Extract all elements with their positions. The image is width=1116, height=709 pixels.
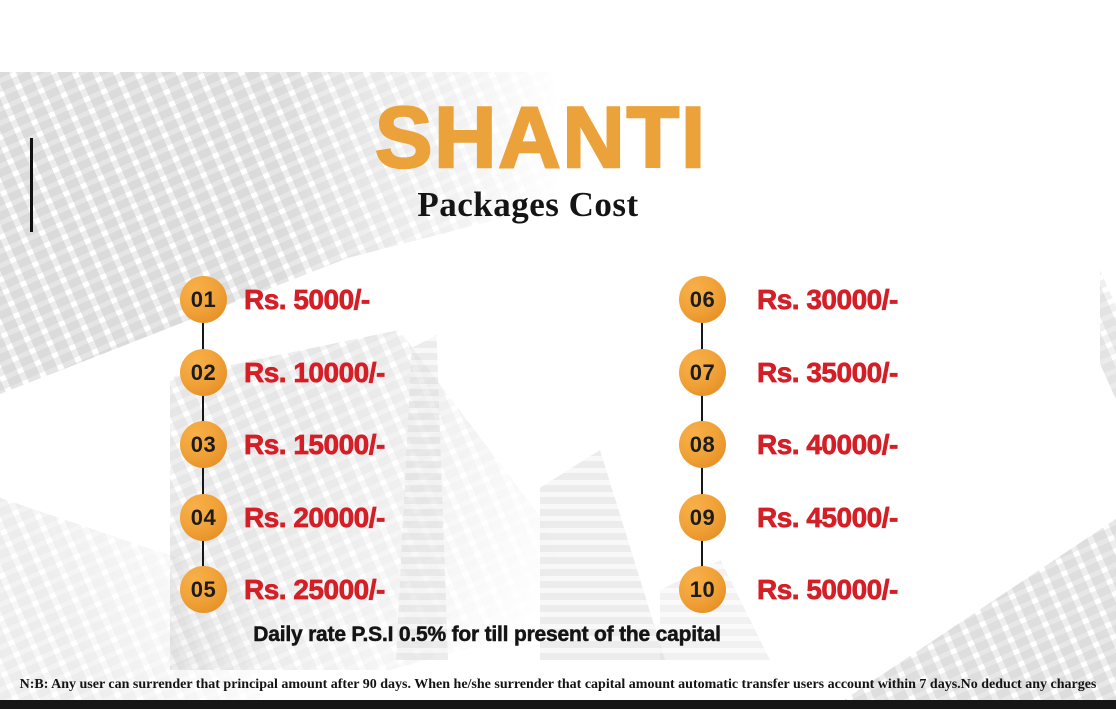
package-price: Rs. 5000/- [244,283,371,315]
package-number: 07 [689,359,716,385]
package-item: 04 Rs. 20000/- [180,494,386,569]
package-price: Rs. 45000/- [757,501,899,533]
package-price: Rs. 35000/- [757,356,899,388]
skyscraper-silhouette [396,335,448,660]
package-number: 03 [190,431,217,457]
package-number-badge: 09 [679,494,726,541]
package-item: 03 Rs. 15000/- [180,421,386,496]
daily-rate-note: Daily rate P.S.I 0.5% for till present o… [253,623,721,647]
package-price: Rs. 25000/- [244,573,386,605]
package-item: 07 Rs. 35000/- [679,349,899,424]
package-number: 04 [190,504,217,530]
package-number-badge: 10 [679,566,726,613]
connector-line [202,394,204,424]
building-facade-texture [1100,240,1116,430]
page-title: Packages Cost [417,185,639,224]
package-number-badge: 03 [180,421,227,468]
package-number-badge: 07 [679,349,726,396]
package-number-badge: 05 [180,566,227,613]
package-number: 08 [689,431,716,457]
package-item: 09 Rs. 45000/- [679,494,899,569]
connector-line [701,394,703,424]
package-number: 02 [190,359,217,385]
package-item: 05 Rs. 25000/- [180,566,386,613]
connector-line [202,539,204,569]
package-number: 10 [689,576,716,602]
package-number-badge: 06 [679,276,726,323]
package-item: 02 Rs. 10000/- [180,349,386,424]
package-price: Rs. 30000/- [757,283,899,315]
connector-line [202,321,204,351]
footer-disclaimer-note: N:B: Any user can surrender that princip… [19,677,1097,692]
package-item: 10 Rs. 50000/- [679,566,899,613]
package-price: Rs. 10000/- [244,356,386,388]
package-item: 08 Rs. 40000/- [679,421,899,496]
brand-title: SHANTI [374,90,708,186]
package-number-badge: 04 [180,494,227,541]
package-number-badge: 08 [679,421,726,468]
package-number: 05 [190,576,217,602]
package-number-badge: 01 [180,276,227,323]
connector-line [701,321,703,351]
package-number: 01 [190,286,217,312]
connector-line [701,466,703,496]
vertical-accent-line [30,138,33,232]
package-price: Rs. 40000/- [757,428,899,460]
package-number: 06 [689,286,716,312]
package-number-badge: 02 [180,349,227,396]
package-price: Rs. 15000/- [244,428,386,460]
package-price: Rs. 50000/- [757,573,899,605]
package-item: 01 Rs. 5000/- [180,276,371,351]
bottom-bar [0,700,1116,709]
connector-line [202,466,204,496]
package-price: Rs. 20000/- [244,501,386,533]
package-number: 09 [689,504,716,530]
package-item: 06 Rs. 30000/- [679,276,899,351]
connector-line [701,539,703,569]
